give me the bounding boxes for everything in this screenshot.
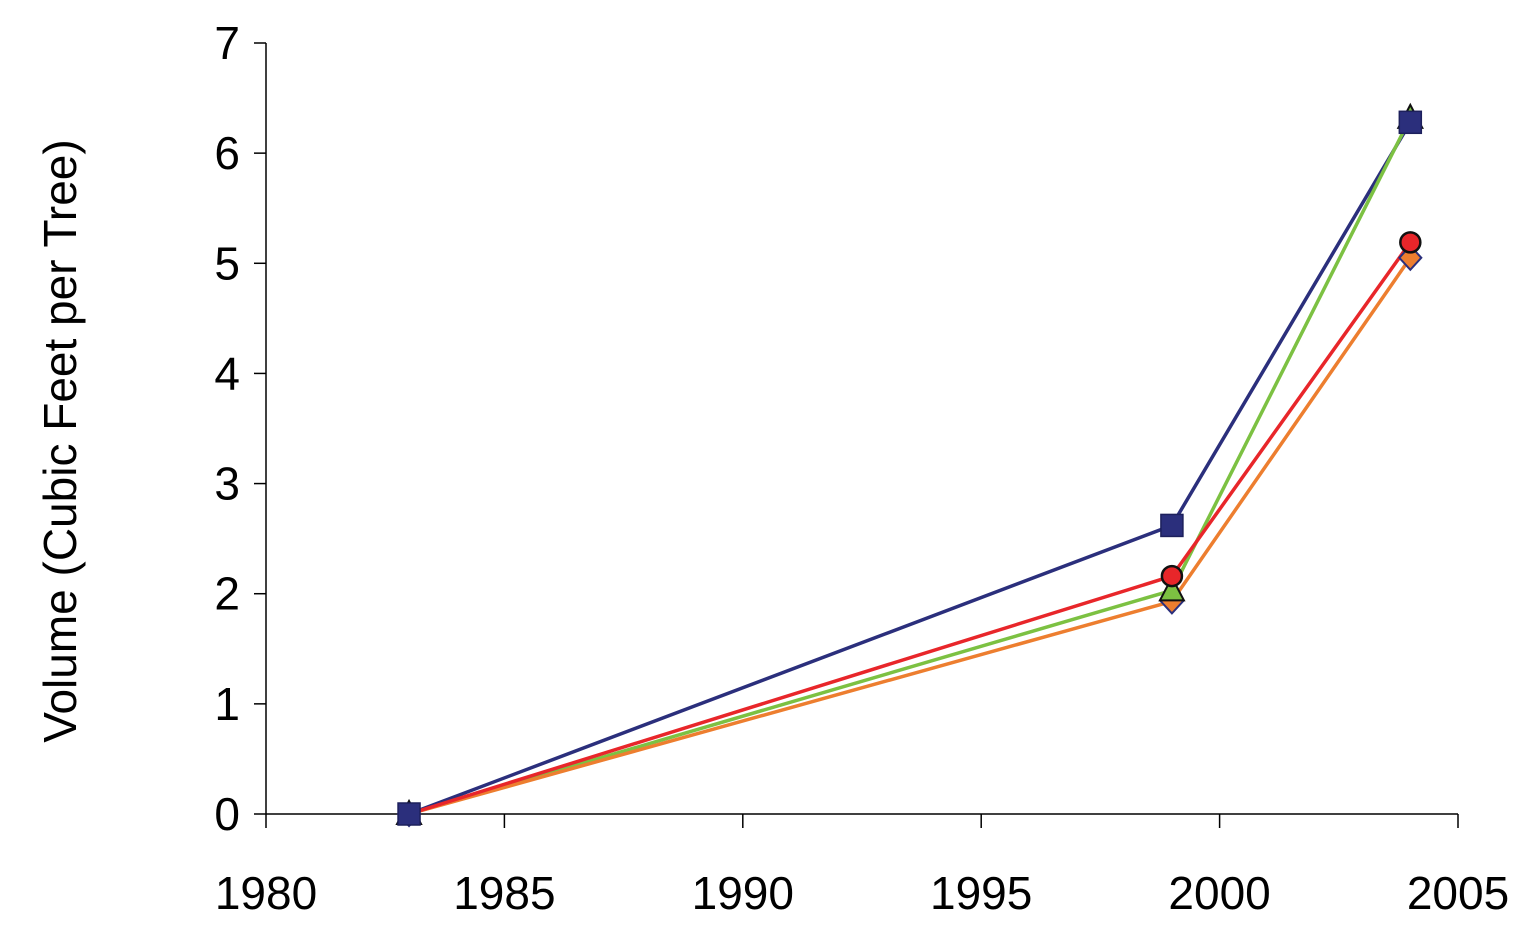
y-tick-label: 5 <box>214 237 240 289</box>
series-line-3 <box>408 241 1412 816</box>
y-tick-label: 7 <box>214 17 240 69</box>
series-layer <box>395 102 1424 828</box>
y-tick-label: 6 <box>214 127 240 179</box>
data-point-series-0 <box>1160 513 1184 538</box>
series-line-0 <box>408 121 1412 816</box>
y-tick-label: 1 <box>214 678 240 730</box>
data-point-series-0 <box>1398 110 1423 135</box>
x-tick-label: 2005 <box>1407 867 1509 919</box>
series-line-1 <box>408 117 1412 816</box>
y-tick-label: 4 <box>214 347 240 399</box>
series-line-2 <box>408 256 1412 816</box>
y-tick-label: 2 <box>214 568 240 620</box>
y-tick-label: 0 <box>214 788 240 840</box>
data-point-series-1 <box>1158 575 1186 602</box>
x-tick-label: 2000 <box>1168 867 1270 919</box>
data-point-series-0 <box>397 802 421 826</box>
x-tick-label: 1980 <box>215 867 317 919</box>
y-axis-title: Volume (Cubic Feet per Tree) <box>34 139 86 742</box>
x-tick-label: 1985 <box>453 867 555 919</box>
x-tick-label: 1990 <box>692 867 794 919</box>
y-tick-label: 3 <box>214 458 240 510</box>
data-point-series-3 <box>1160 564 1184 588</box>
axes: 0 1 2 3 4 5 6 7 1980 1985 1990 1995 2000 2005 <box>214 17 1509 919</box>
x-tick-label: 1995 <box>930 867 1032 919</box>
data-point-series-3 <box>1399 231 1422 254</box>
